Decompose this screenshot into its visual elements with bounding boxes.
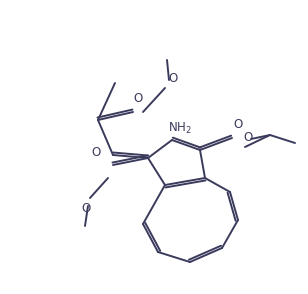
Text: O: O xyxy=(233,118,243,131)
Text: NH$_2$: NH$_2$ xyxy=(168,121,192,136)
Text: O: O xyxy=(168,71,178,84)
Text: O: O xyxy=(81,201,91,215)
Text: O: O xyxy=(91,146,101,158)
Text: O: O xyxy=(133,91,143,104)
Text: O: O xyxy=(243,131,253,143)
